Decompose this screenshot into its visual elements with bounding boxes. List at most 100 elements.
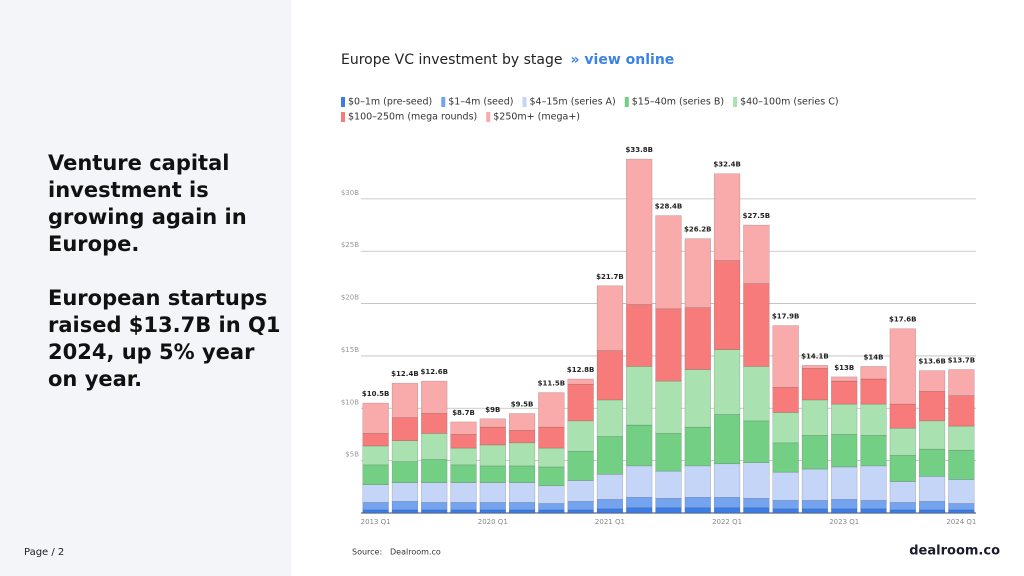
bar-segment xyxy=(772,508,799,514)
bar-segment xyxy=(743,507,770,514)
bar-segment xyxy=(450,509,477,514)
bar-segment xyxy=(421,413,448,434)
subhead: European startups raised $13.7B in Q1 20… xyxy=(48,286,281,391)
bar-segment xyxy=(626,507,653,514)
total-label: $21.7B xyxy=(596,273,623,281)
bar-segment xyxy=(743,283,770,367)
bar-segment xyxy=(918,476,946,502)
bar-segment xyxy=(626,158,653,305)
legend-swatch xyxy=(486,112,491,122)
bar-segment xyxy=(538,447,565,468)
bar-segment xyxy=(948,449,975,480)
total-label: $12.6B xyxy=(420,368,447,376)
bar-segment xyxy=(801,500,829,510)
bar-segment xyxy=(626,424,653,467)
bar-segment xyxy=(567,501,594,511)
bar-segment xyxy=(391,509,419,514)
bar-segment xyxy=(391,482,419,502)
bar-segment xyxy=(801,508,829,514)
bar-segment xyxy=(684,238,711,309)
bar-segment xyxy=(538,485,565,504)
legend-label: $1–4m (seed) xyxy=(448,97,513,108)
total-label: $17.6B xyxy=(889,316,916,324)
bar-segment xyxy=(596,350,624,401)
bar-segment xyxy=(479,482,506,503)
bar-segment xyxy=(362,433,389,447)
bar-segment xyxy=(948,509,975,514)
total-label: $17.9B xyxy=(772,313,799,321)
bar-segment xyxy=(508,502,536,511)
bar-segment xyxy=(538,466,565,487)
bar-segment xyxy=(391,440,419,462)
bar-segment xyxy=(655,380,682,434)
bar-segment xyxy=(362,484,389,503)
legend-swatch xyxy=(341,112,345,122)
bar-segment xyxy=(713,463,741,498)
total-label: $26.2B xyxy=(684,226,711,234)
bar-segment xyxy=(918,509,946,514)
bar-segment xyxy=(655,498,682,509)
bar-segment xyxy=(596,474,624,500)
bar-segment xyxy=(860,465,887,501)
bar-segment xyxy=(421,502,448,511)
total-label: $9B xyxy=(485,406,500,414)
bar-segment xyxy=(567,480,594,502)
bar-segment xyxy=(538,509,565,514)
bar-segment xyxy=(889,481,916,503)
bar-segment xyxy=(684,465,711,498)
bar-segment xyxy=(421,509,448,514)
legend-swatch xyxy=(733,97,738,107)
total-label: $33.8B xyxy=(625,146,652,154)
total-label: $13.6B xyxy=(918,358,945,366)
total-label: $12.8B xyxy=(567,366,594,374)
y-tick-label: $25B xyxy=(341,241,359,249)
bar-segment xyxy=(479,444,506,467)
bar-segment xyxy=(743,224,770,284)
bar-segment xyxy=(860,366,887,380)
bar-segment xyxy=(596,499,624,510)
chart-title: Europe VC investment by stage xyxy=(341,52,562,68)
bar-segment xyxy=(567,509,594,514)
bar-segment xyxy=(450,464,477,483)
bar-segment xyxy=(538,392,565,428)
legend-label: $4–15m (series A) xyxy=(530,97,616,108)
legend-label: $40–100m (series C) xyxy=(740,97,839,108)
bar-segment xyxy=(596,399,624,437)
y-tick-label: $15B xyxy=(341,346,359,354)
bar-segment xyxy=(948,369,975,396)
bar-segment xyxy=(655,470,682,499)
bar-segment xyxy=(362,502,389,511)
bar-segment xyxy=(772,412,799,444)
bar-segment xyxy=(684,497,711,509)
bar-segment xyxy=(831,380,858,405)
bar-segment xyxy=(450,421,477,435)
bar-segment xyxy=(479,426,506,446)
bar-segment xyxy=(391,461,419,483)
bar-segment xyxy=(831,508,858,514)
view-online-link[interactable]: » view online xyxy=(570,52,674,68)
total-label: $13B xyxy=(834,364,854,372)
y-tick-label: $30B xyxy=(341,189,359,197)
bar-segment xyxy=(860,435,887,467)
bar-segment xyxy=(772,471,799,501)
source-label: Source: xyxy=(352,548,382,557)
bar-segment xyxy=(831,499,858,510)
bar-segment xyxy=(421,380,448,414)
bar-segment xyxy=(918,370,946,392)
bar-segment xyxy=(626,465,653,498)
bar-segment xyxy=(421,459,448,483)
bar-segment xyxy=(508,482,536,503)
bar-segment xyxy=(596,508,624,514)
bar-segment xyxy=(655,308,682,382)
total-label: $14.1B xyxy=(801,352,828,360)
total-label: $13.7B xyxy=(948,357,975,365)
bar-segment xyxy=(889,328,916,405)
total-label: $10.5B xyxy=(362,390,389,398)
bar-segment xyxy=(421,482,448,503)
bar-segment xyxy=(889,403,916,429)
bar-segment xyxy=(596,436,624,475)
total-label: $27.5B xyxy=(743,212,770,220)
bar-segment xyxy=(508,465,536,483)
x-tick-label: 2024 Q1 xyxy=(946,518,976,526)
